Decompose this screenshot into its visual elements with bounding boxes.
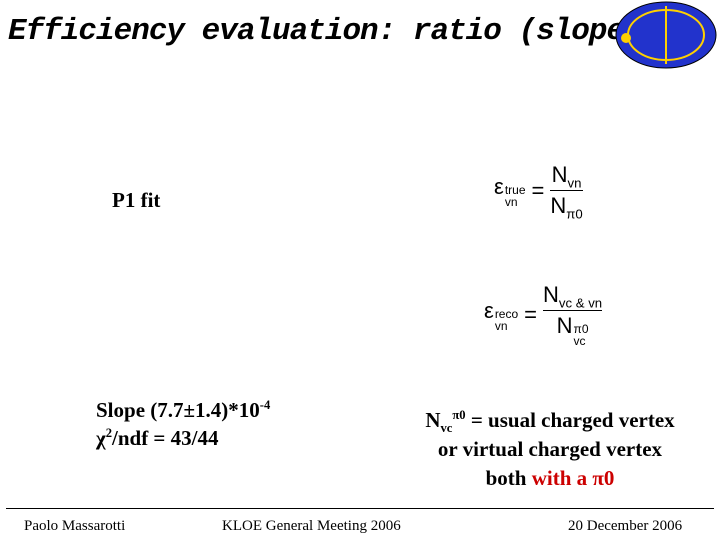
- slide-title: Efficiency evaluation: ratio (slope): [8, 14, 643, 49]
- formula-true: ε true vn = Nvn Nπ0: [494, 162, 583, 222]
- base: N: [551, 162, 568, 187]
- epsilon: ε: [494, 173, 504, 199]
- note-line: both with a π0: [400, 464, 700, 493]
- sub: π0: [566, 206, 583, 222]
- sup: π0: [573, 322, 589, 336]
- fraction: Nvn Nπ0: [550, 162, 583, 222]
- fraction-bar: [543, 310, 603, 311]
- note-text: = usual charged vertex: [465, 408, 675, 432]
- note-highlight: with a π0: [531, 466, 615, 490]
- sub: vc: [573, 334, 586, 348]
- slope-exponent: -4: [259, 398, 271, 412]
- slope-text: Slope (7.7±1.4)*10: [96, 398, 260, 422]
- base: N: [556, 313, 573, 338]
- chi-text: /ndf = 43/44: [112, 426, 219, 450]
- epsilon: ε: [484, 297, 494, 323]
- sup: true: [504, 182, 526, 197]
- numerator: Nvc & vn: [543, 282, 603, 311]
- numerator: Nvn: [551, 162, 582, 191]
- chi-symbol: χ: [96, 426, 106, 450]
- sup: reco: [494, 306, 519, 321]
- n-sub: vc: [440, 421, 453, 436]
- note-text: both: [485, 466, 532, 490]
- indices: π0 vc: [574, 323, 589, 347]
- kloe-logo: [615, 1, 717, 69]
- sub: vc & vn: [558, 295, 603, 311]
- n-symbol: N: [425, 408, 441, 432]
- sub: vn: [494, 318, 508, 333]
- equals: =: [524, 301, 538, 327]
- footer-date: 20 December 2006: [568, 518, 683, 534]
- sub: vn: [567, 175, 582, 191]
- logo-dot: [621, 33, 631, 43]
- note-line: or virtual charged vertex: [437, 437, 663, 461]
- equals: =: [531, 177, 545, 203]
- base: N: [550, 193, 567, 218]
- chi-exponent: 2: [105, 426, 112, 440]
- fit-label: P1 fit: [112, 188, 161, 212]
- n-sup: π0: [452, 408, 466, 422]
- note-line: Nvcπ0 = usual charged vertex: [400, 406, 700, 435]
- symbol: ε reco vn: [484, 298, 518, 332]
- slope: Slope (7.7±1.4)*10-4: [96, 398, 270, 423]
- fraction-bar: [550, 190, 583, 191]
- sub: vn: [504, 194, 518, 209]
- indices: reco vn: [495, 308, 518, 332]
- footer-rule: [6, 508, 714, 509]
- footer-event: KLOE General Meeting 2006: [222, 518, 401, 534]
- chi2: χ2/ndf = 43/44: [96, 426, 219, 451]
- footer-author: Paolo Massarotti: [24, 518, 126, 534]
- symbol: ε true vn: [494, 174, 526, 208]
- indices: true vn: [505, 184, 526, 208]
- denominator: Nπ0: [550, 193, 583, 222]
- note: Nvcπ0 = usual charged vertex or virtual …: [400, 406, 700, 493]
- base: N: [543, 282, 559, 307]
